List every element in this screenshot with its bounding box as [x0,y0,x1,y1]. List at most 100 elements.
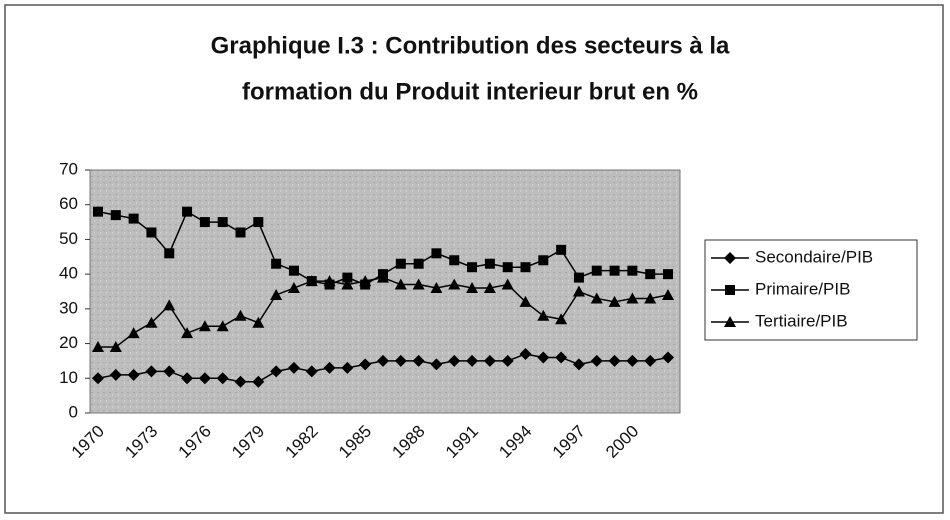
marker [92,372,104,385]
marker [341,361,354,374]
plot-area [89,169,681,414]
marker [555,351,568,364]
marker [626,354,639,367]
marker [145,316,158,328]
marker [288,265,299,276]
marker [590,292,603,304]
marker [608,295,621,307]
marker [146,227,157,238]
marker [359,358,372,371]
marker [572,358,585,371]
marker [198,372,211,385]
chart-title: Graphique I.3 : Contribution des secteur… [211,32,730,59]
y-tick-label: 70 [59,159,78,178]
marker [341,278,354,290]
marker [235,227,246,238]
marker [573,272,584,283]
marker [110,210,121,221]
marker [448,278,461,290]
marker [93,206,103,217]
marker [412,354,425,367]
marker [394,278,407,290]
marker [394,354,407,367]
y-tick-label: 20 [59,333,78,352]
marker [145,365,158,378]
marker [591,265,602,276]
marker [217,217,228,228]
marker [164,248,175,259]
marker [663,269,673,280]
marker [537,309,550,321]
marker [305,365,318,378]
marker [323,275,336,287]
marker [537,351,550,364]
marker [644,354,657,367]
legend-label: Tertiaire/PIB [755,311,848,330]
marker [431,248,442,259]
marker [377,354,389,367]
marker [342,272,353,283]
y-tick-label: 50 [59,229,78,248]
marker [287,361,300,374]
marker [359,275,372,287]
marker [724,316,736,327]
marker [590,354,603,367]
marker [323,361,336,374]
marker [252,375,265,388]
marker [270,365,283,378]
legend-label: Primaire/PIB [755,279,850,298]
marker [644,292,657,304]
marker [430,358,443,371]
marker [538,255,549,266]
marker [483,354,496,367]
marker [627,265,638,276]
marker [92,341,104,353]
marker [609,265,620,276]
marker [377,271,389,283]
marker [413,258,424,269]
y-tick-label: 60 [59,194,78,213]
y-tick-label: 40 [59,264,78,283]
marker [287,282,300,294]
marker [501,278,514,290]
marker [448,354,461,367]
marker [466,282,479,294]
marker [216,372,229,385]
marker [626,292,639,304]
marker [555,313,568,325]
marker [724,252,736,264]
marker [199,217,210,228]
marker [252,316,265,328]
y-tick-label: 30 [59,298,78,317]
marker [163,299,176,311]
marker [109,368,122,381]
marker [127,327,140,339]
marker [198,320,211,332]
y-tick-label: 10 [59,368,78,387]
marker [271,258,282,269]
marker [484,258,495,269]
marker [305,275,318,287]
marker [181,372,194,385]
legend-label: Secondaire/PIB [755,247,873,266]
marker [725,285,735,295]
marker [412,278,425,290]
marker [395,258,406,269]
marker [608,354,621,367]
marker [128,213,139,224]
marker [519,347,532,360]
marker [466,354,479,367]
marker [216,320,229,332]
y-tick-label: 0 [69,402,78,421]
marker [662,288,674,300]
marker [163,365,176,378]
marker [467,262,478,273]
marker [556,244,567,255]
marker [182,206,193,217]
marker [234,309,247,321]
chart-title: formation du Produit interieur brut en % [242,78,698,105]
marker [234,375,247,388]
marker [127,368,140,381]
marker [253,217,264,228]
